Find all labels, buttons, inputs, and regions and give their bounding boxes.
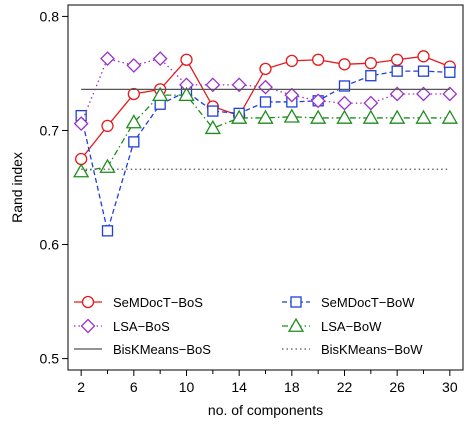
y-tick-label: 0.5 xyxy=(40,351,60,367)
data-point-diamond xyxy=(310,93,326,109)
data-point-triangle xyxy=(336,109,353,124)
data-point-square xyxy=(259,96,272,108)
data-point-diamond xyxy=(205,77,221,93)
data-point-triangle xyxy=(99,158,116,173)
data-point-diamond xyxy=(284,87,300,103)
legend-item: LSA−BoW xyxy=(282,317,382,334)
data-point-square xyxy=(365,70,377,82)
x-tick-label: 14 xyxy=(231,379,247,395)
data-point-square xyxy=(444,66,456,78)
series-lsa-bos xyxy=(73,51,458,132)
data-point-diamond xyxy=(442,86,458,102)
x-tick-label: 30 xyxy=(442,379,458,395)
data-point-triangle xyxy=(287,317,305,332)
series-layer xyxy=(73,50,458,237)
series-semdoct-bos xyxy=(75,50,456,166)
data-point-square xyxy=(417,65,430,77)
series-line xyxy=(80,70,450,234)
legend-label: SeMDocT−BoW xyxy=(321,295,415,310)
legend-item: SeMDocT−BoW xyxy=(282,295,415,310)
data-point-triangle xyxy=(441,109,458,124)
data-point-square xyxy=(338,80,351,92)
data-point-square xyxy=(101,225,114,237)
legend-label: BisKMeans−BoS xyxy=(113,342,211,357)
data-point-circle xyxy=(338,58,351,71)
data-point-diamond xyxy=(73,116,89,132)
data-point-square xyxy=(128,136,140,148)
data-point-diamond xyxy=(416,86,431,102)
y-axis-title: Rand index xyxy=(9,152,25,223)
data-point-triangle xyxy=(178,86,195,102)
data-point-circle xyxy=(81,295,95,309)
legend-label: LSA−BoS xyxy=(113,319,170,334)
data-point-triangle xyxy=(389,109,406,124)
data-point-circle xyxy=(127,87,140,101)
data-point-diamond xyxy=(126,58,142,73)
data-point-triangle xyxy=(257,109,274,124)
legend-item: LSA−BoS xyxy=(74,318,170,334)
x-tick-label: 22 xyxy=(337,379,353,395)
data-point-triangle xyxy=(204,119,221,135)
data-point-triangle xyxy=(231,109,248,124)
data-point-diamond xyxy=(363,95,379,111)
data-point-diamond xyxy=(231,77,247,93)
y-tick-label: 0.7 xyxy=(40,122,60,138)
data-point-triangle xyxy=(73,163,90,178)
data-point-circle xyxy=(417,50,430,63)
data-point-diamond xyxy=(100,51,115,67)
data-point-diamond xyxy=(80,318,96,334)
data-point-triangle xyxy=(283,108,300,123)
x-tick-label: 6 xyxy=(130,379,138,395)
data-point-triangle xyxy=(125,114,142,129)
y-tick-label: 0.8 xyxy=(40,8,60,24)
data-point-square xyxy=(391,65,403,77)
y-tick-label: 0.6 xyxy=(40,237,60,253)
data-point-diamond xyxy=(337,95,352,111)
data-point-diamond xyxy=(389,86,405,102)
data-point-triangle xyxy=(415,109,432,124)
data-point-circle xyxy=(75,152,88,166)
legend-item: BisKMeans−BoW xyxy=(282,342,423,357)
data-point-triangle xyxy=(152,86,169,102)
x-axis-title: no. of components xyxy=(208,402,323,418)
data-point-circle xyxy=(259,62,272,76)
legend: SeMDocT−BoS SeMDocT−BoW LSA−BoS LSA−BoW BisK… xyxy=(74,295,423,357)
series-lsa-bow xyxy=(73,86,458,178)
legend-label: SeMDocT−BoS xyxy=(113,295,203,310)
legend-label: LSA−BoW xyxy=(321,319,382,334)
legend-item: BisKMeans−BoS xyxy=(74,342,211,357)
data-point-square xyxy=(207,105,219,117)
data-point-square xyxy=(290,296,302,308)
data-point-circle xyxy=(180,53,193,66)
data-point-diamond xyxy=(258,79,273,95)
data-point-triangle xyxy=(310,109,327,124)
plot-frame xyxy=(67,4,464,371)
axes: 0.50.60.70.82 6 10 14 18 22 26 30 xyxy=(40,8,458,395)
legend-label: BisKMeans−BoW xyxy=(321,342,423,357)
x-tick-label: 26 xyxy=(389,379,405,395)
x-tick-label: 2 xyxy=(77,379,85,395)
legend-item: SeMDocT−BoS xyxy=(74,295,203,310)
x-tick-label: 10 xyxy=(179,379,195,395)
data-point-circle xyxy=(391,53,404,66)
data-point-circle xyxy=(364,57,377,70)
data-point-circle xyxy=(312,53,325,66)
data-point-circle xyxy=(285,54,298,68)
data-point-circle xyxy=(101,119,114,133)
data-point-triangle xyxy=(362,109,379,124)
data-point-diamond xyxy=(152,51,168,67)
x-tick-label: 18 xyxy=(284,379,300,395)
